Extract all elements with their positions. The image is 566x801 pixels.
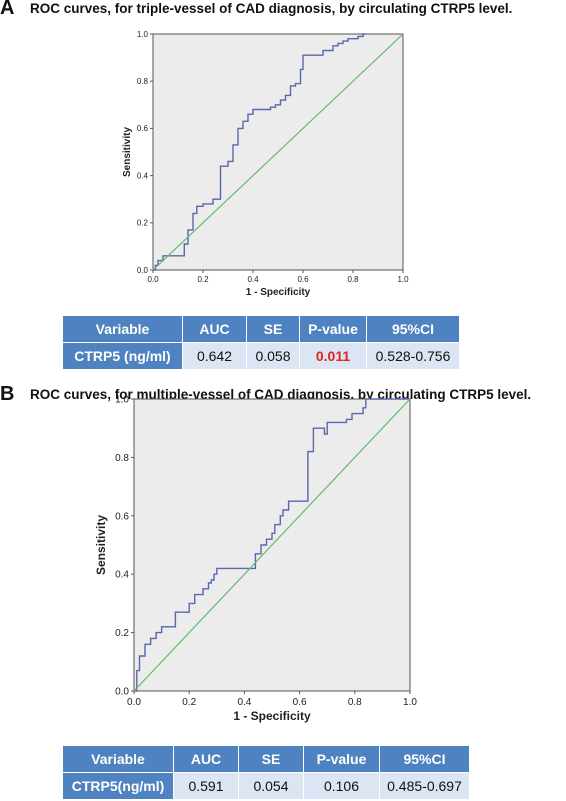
cell-variable: CTRP5(ng/ml): [62, 772, 174, 800]
roc-chart-a: 0.0 0.2 0.4 0.6 0.8 1.0 0.0 0.2 0.4 0.6 0.8 1.0 1 - …: [122, 30, 409, 298]
x-tick-label: 0.6: [293, 697, 307, 708]
x-tick-label: 0.0: [147, 275, 159, 284]
cell-se: 0.058: [246, 342, 300, 370]
y-tick-label: 0.0: [115, 687, 129, 698]
y-tick-label: 0.2: [115, 628, 129, 639]
cell-ci: 0.528-0.756: [366, 342, 460, 370]
panel-a-letter: A: [0, 0, 15, 19]
x-tick-label: 0.0: [127, 697, 141, 708]
roc-curve: [153, 33, 366, 271]
y-tick-label: 0.4: [137, 171, 149, 180]
y-axis-label: Sensitivity: [122, 127, 133, 177]
table-header-row: Variable AUC SE P-value 95%CI: [62, 745, 470, 773]
cell-p-value: 0.106: [303, 772, 380, 800]
cell-auc: 0.591: [173, 772, 239, 800]
x-tick-label: 1.0: [403, 697, 417, 708]
col-ci: 95%CI: [366, 315, 460, 343]
y-tick-label: 0.6: [137, 124, 149, 133]
x-tick-label: 0.6: [297, 275, 309, 284]
col-variable: Variable: [62, 745, 174, 773]
y-tick-label: 1.0: [115, 395, 129, 406]
cell-variable: CTRP5 (ng/ml): [62, 342, 183, 370]
cell-se: 0.054: [238, 772, 304, 800]
panel-b-letter: B: [0, 383, 15, 405]
col-se: SE: [238, 745, 304, 773]
cell-p-value: 0.011: [299, 342, 367, 370]
x-tick-label: 0.4: [247, 275, 259, 284]
y-tick-label: 0.2: [137, 219, 149, 228]
x-axis-label: 1 - Specificity: [246, 287, 311, 298]
col-ci: 95%CI: [379, 745, 470, 773]
table-header-row: Variable AUC SE P-value 95%CI: [62, 315, 460, 343]
col-se: SE: [246, 315, 300, 343]
stats-table-a: Variable AUC SE P-value 95%CI CTRP5 (ng/…: [62, 315, 460, 370]
y-tick-label: 0.0: [137, 266, 149, 275]
reference-line: [133, 398, 411, 692]
panel-b-title: ROC curves, for multiple-vessel of CAD d…: [30, 387, 532, 402]
col-p-value: P-value: [299, 315, 367, 343]
stats-table-b: Variable AUC SE P-value 95%CI CTRP5(ng/m…: [62, 745, 470, 800]
y-tick-label: 0.8: [115, 453, 129, 464]
y-tick-label: 1.0: [137, 30, 149, 39]
roc-curve: [134, 398, 410, 692]
x-tick-label: 0.8: [347, 275, 359, 284]
y-axis-label: Sensitivity: [94, 515, 108, 575]
cell-ci: 0.485-0.697: [379, 772, 470, 800]
reference-line: [152, 33, 404, 271]
y-tick-label: 0.4: [115, 570, 129, 581]
table-row: CTRP5(ng/ml) 0.591 0.054 0.106 0.485-0.6…: [62, 772, 470, 800]
x-tick-label: 1.0: [397, 275, 409, 284]
x-tick-label: 0.2: [182, 697, 196, 708]
col-p-value: P-value: [303, 745, 380, 773]
y-tick-label: 0.8: [137, 77, 149, 86]
roc-chart-b: 0.0 0.2 0.4 0.6 0.8 1.0 0.0 0.2 0.4 0.6 0.8 1.0 1 - …: [94, 395, 417, 724]
col-variable: Variable: [62, 315, 183, 343]
x-axis-label: 1 - Specificity: [233, 709, 311, 723]
x-tick-label: 0.8: [348, 697, 362, 708]
col-auc: AUC: [182, 315, 247, 343]
x-tick-label: 0.2: [197, 275, 209, 284]
panel-a-title: ROC curves, for triple-vessel of CAD dia…: [30, 1, 513, 16]
table-row: CTRP5 (ng/ml) 0.642 0.058 0.011 0.528-0.…: [62, 342, 460, 370]
x-tick-label: 0.4: [237, 697, 251, 708]
col-auc: AUC: [173, 745, 239, 773]
y-tick-label: 0.6: [115, 511, 129, 522]
cell-auc: 0.642: [182, 342, 247, 370]
